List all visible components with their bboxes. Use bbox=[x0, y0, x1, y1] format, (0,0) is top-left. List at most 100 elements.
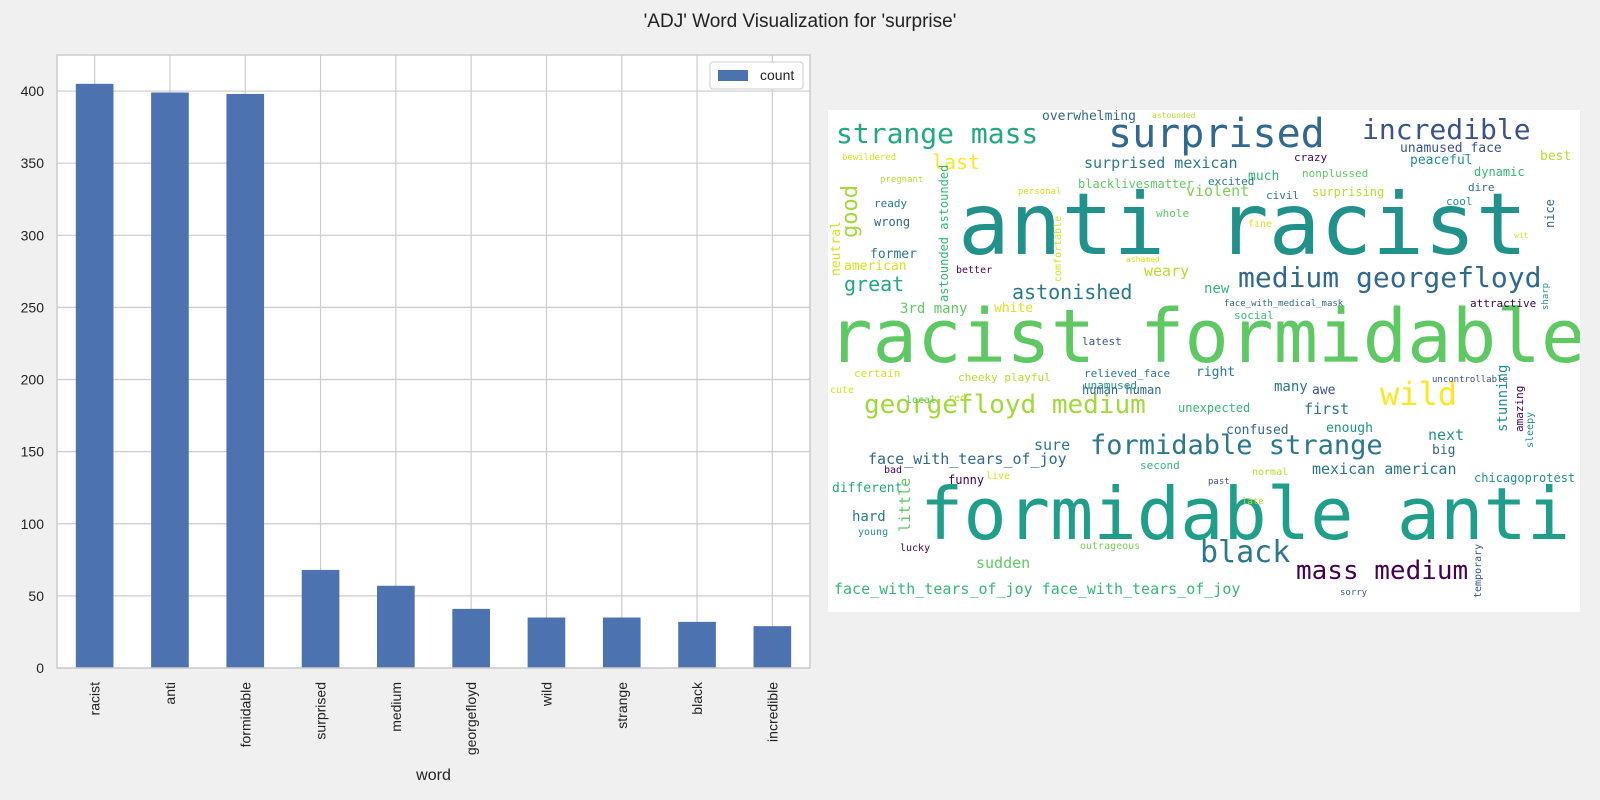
bar-surprised bbox=[301, 569, 340, 668]
wordcloud-word: medium georgefloyd bbox=[1238, 261, 1542, 294]
wordcloud-word: confused bbox=[1226, 423, 1289, 438]
wordcloud-word: temporary bbox=[1473, 543, 1484, 598]
y-tick-label: 0 bbox=[36, 660, 44, 676]
wordcloud-word: astounded astounded bbox=[937, 164, 951, 302]
wordcloud-word: funny bbox=[948, 473, 985, 487]
bar-anti bbox=[151, 92, 189, 669]
wordcloud-word: unamused_face bbox=[1400, 141, 1502, 156]
wordcloud-word: bad bbox=[884, 465, 903, 476]
wordcloud-word: american bbox=[844, 259, 907, 274]
wordcloud-word: social bbox=[1234, 309, 1274, 322]
legend-box bbox=[709, 61, 804, 90]
wordcloud-word: local bbox=[906, 395, 937, 406]
wordcloud-word: comfortable bbox=[1053, 215, 1064, 282]
wordcloud-word: neutral bbox=[829, 221, 844, 276]
wordcloud-word: sure bbox=[1034, 436, 1071, 454]
y-tick-label: 300 bbox=[21, 227, 45, 243]
wordcloud-word: cool bbox=[1446, 195, 1473, 208]
wordcloud-word: sharp bbox=[1541, 282, 1551, 310]
wordcloud-word: face_with_tears_of_joy bbox=[868, 450, 1067, 468]
wordcloud-word: weary bbox=[1144, 262, 1190, 280]
wordcloud-word: different bbox=[832, 481, 903, 496]
y-tick-label: 400 bbox=[21, 83, 45, 99]
wordcloud-word: racist formidable bbox=[828, 294, 1580, 380]
wordcloud-word: wild bbox=[1380, 375, 1458, 413]
wordcloud-word: blacklivesmatter bbox=[1078, 177, 1194, 191]
bar-medium bbox=[377, 585, 415, 668]
wordcloud-word: civil bbox=[1266, 189, 1300, 202]
wordcloud-word: peaceful bbox=[1410, 153, 1473, 168]
wordcloud-word: big bbox=[1432, 443, 1456, 458]
wordcloud-word: nice bbox=[1543, 199, 1557, 228]
bar-wild bbox=[527, 617, 566, 668]
wordcloud-word: great bbox=[844, 272, 905, 296]
wordcloud-word: amazing bbox=[1513, 385, 1526, 432]
wordcloud-word: black bbox=[1200, 535, 1291, 570]
wordcloud-word: best bbox=[1540, 149, 1572, 164]
wordcloud-word: human human bbox=[1082, 383, 1162, 397]
bar-formidable bbox=[226, 93, 265, 668]
wordcloud-word: little bbox=[896, 477, 914, 532]
bar-strange bbox=[602, 617, 641, 668]
wordcloud-word: white bbox=[994, 301, 1034, 316]
y-tick-label: 200 bbox=[21, 372, 45, 388]
bar-georgefloyd bbox=[452, 608, 490, 668]
wordcloud-word: face_with_tears_of_joy face_with_tears_o… bbox=[834, 580, 1241, 598]
y-tick-label: 350 bbox=[21, 155, 45, 171]
wordcloud-word: surprised bbox=[1108, 111, 1325, 157]
y-tick-label: 150 bbox=[21, 444, 45, 460]
wordcloud-word: cute bbox=[830, 385, 855, 396]
wordcloud-word: formidable anti bbox=[920, 472, 1571, 556]
wordcloud-word: unamused bbox=[1084, 379, 1137, 392]
wordcloud-word: late bbox=[1242, 497, 1264, 507]
wordcloud-word: 3rd many bbox=[900, 301, 968, 317]
wordcloud-word: whole bbox=[1156, 207, 1190, 220]
wordcloud-word: young bbox=[858, 527, 889, 538]
wordcloud-word: second bbox=[1140, 459, 1180, 472]
wordcloud-word: sorry bbox=[1340, 588, 1368, 598]
wordcloud-word: surprised mexican bbox=[1084, 154, 1238, 172]
x-tick-label: medium bbox=[388, 682, 404, 732]
wordcloud-word: lucky bbox=[900, 543, 931, 554]
wordcloud-word: bewildered bbox=[842, 153, 897, 163]
wordcloud-word: enough bbox=[1326, 421, 1373, 436]
wordcloud-word: awe bbox=[1312, 383, 1336, 398]
bar-chart: 0 50 100 150 200 250 300 350 400 racist anti formid… bbox=[21, 54, 811, 784]
x-tick-label: strange bbox=[614, 682, 630, 729]
wordcloud-word: new bbox=[1204, 281, 1230, 297]
wordcloud-word: former bbox=[870, 247, 917, 262]
y-tick-label: 100 bbox=[21, 516, 45, 532]
wordcloud-word: wrong bbox=[874, 215, 911, 229]
wordcloud-word: incredible bbox=[1362, 113, 1531, 146]
wordcloud-word: wit bbox=[1514, 231, 1529, 240]
wordcloud-word: astounded bbox=[1152, 111, 1196, 120]
wordcloud-word: next bbox=[1428, 426, 1465, 444]
wordcloud-word: chicagoprotest bbox=[1474, 471, 1576, 485]
wordcloud-word: certain bbox=[854, 367, 901, 380]
wordcloud-word: ashamed bbox=[1126, 255, 1160, 264]
wordcloud-word: nonplussed bbox=[1302, 167, 1369, 180]
wordcloud-word: formidable strange bbox=[1090, 430, 1383, 461]
wordcloud-word: excited bbox=[1208, 175, 1255, 188]
plot-frame bbox=[56, 54, 811, 669]
wordcloud-word: first bbox=[1304, 400, 1350, 418]
wordcloud-word: crazy bbox=[1294, 151, 1328, 164]
wordcloud-word: dire bbox=[1468, 181, 1495, 194]
x-tick-label: surprised bbox=[313, 682, 329, 740]
wordcloud-word: normal bbox=[1252, 467, 1289, 478]
legend-label: count bbox=[760, 67, 794, 83]
wordcloud-word: many bbox=[1274, 379, 1308, 395]
figure-title: 'ADJ' Word Visualization for 'surprise' bbox=[643, 11, 957, 32]
x-tick-label: black bbox=[689, 681, 705, 715]
wordcloud-word: dynamic bbox=[1474, 165, 1525, 179]
wordcloud-word: relieved_face bbox=[1084, 367, 1171, 380]
x-tick-label: wild bbox=[538, 682, 554, 707]
wordcloud-word: fine bbox=[1248, 219, 1273, 230]
wordcloud-word: mass medium bbox=[1296, 556, 1469, 586]
wordcloud-word: uncontrollable bbox=[1432, 375, 1508, 385]
wordcloud-word: pregnant bbox=[880, 175, 924, 185]
wordcloud-word: sudden bbox=[976, 554, 1031, 572]
wordcloud-word: much bbox=[1248, 169, 1280, 184]
wordcloud-word: astonished bbox=[1012, 280, 1133, 304]
x-tick-label: racist bbox=[87, 682, 103, 716]
